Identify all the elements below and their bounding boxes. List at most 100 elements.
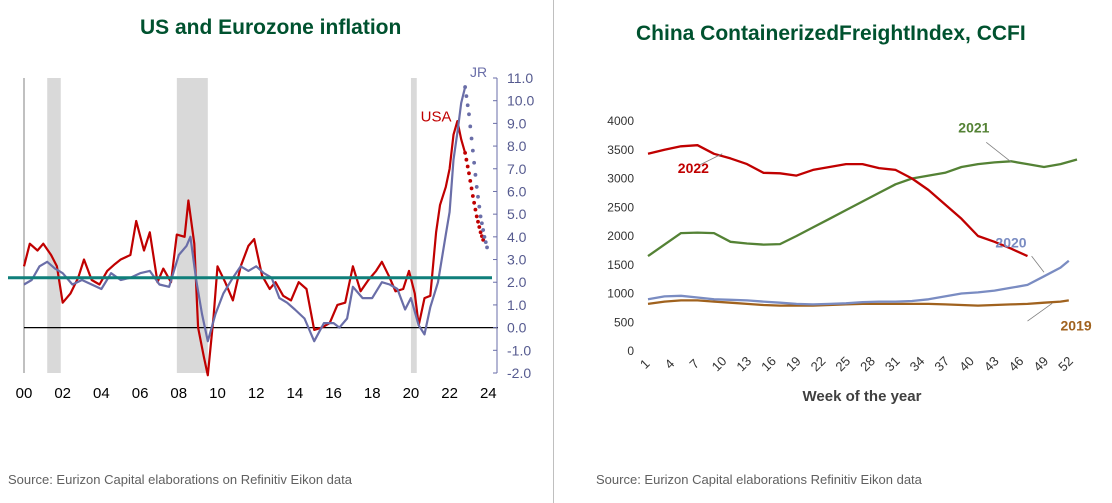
ccfi-chart-title: China ContainerizedFreightIndex, CCFI [636, 22, 1026, 45]
x-tick-label: 04 [93, 385, 110, 402]
forecast-dot-eurozone-forecast [485, 245, 489, 250]
forecast-dot-usa-forecast [465, 164, 470, 169]
series-label-leader-2022 [698, 153, 723, 166]
y-tick-label: 1000 [607, 287, 634, 301]
ccfi-chart-source: Source: Eurizon Capital elaborations Ref… [596, 472, 922, 487]
inflation-chart-source: Source: Eurizon Capital elaborations on … [8, 472, 352, 487]
forecast-dot-eurozone-forecast [482, 234, 487, 239]
x-tick-label: 34 [907, 353, 928, 374]
forecast-dot-eurozone-forecast [465, 103, 470, 108]
y-tick-label: 4.0 [507, 229, 527, 245]
forecast-dot-eurozone-forecast [467, 112, 471, 117]
series-label-leader-2019 [1027, 302, 1053, 322]
x-tick-label: 13 [733, 353, 754, 374]
y-tick-label: 3500 [607, 143, 634, 157]
forecast-dot-usa-forecast [464, 157, 469, 162]
y-tick-label: 6.0 [507, 183, 527, 199]
series-line-eurozone [23, 86, 467, 343]
x-tick-label: 31 [882, 353, 903, 374]
forecast-dot-usa-forecast [468, 178, 473, 183]
forecast-dot-eurozone-forecast [473, 172, 478, 177]
series-label-2022: 2022 [678, 160, 709, 176]
series-label-2020: 2020 [995, 235, 1026, 251]
forecast-dot-usa-forecast [470, 194, 475, 198]
forecast-dot-eurozone-forecast [477, 204, 482, 209]
x-tick-label: 02 [54, 385, 71, 402]
x-tick-label: 24 [480, 385, 497, 402]
x-axis-label: Week of the year [803, 388, 922, 405]
forecast-dot-usa-forecast [474, 214, 479, 219]
forecast-dot-eurozone-forecast [463, 85, 468, 89]
x-tick-label: 10 [709, 353, 730, 374]
x-tick-label: 18 [364, 385, 381, 402]
y-tick-label: 10.0 [507, 93, 534, 109]
y-tick-label: 3.0 [507, 252, 527, 268]
forecast-dot-eurozone-forecast [481, 228, 486, 232]
inflation-chart-svg: 11.0 10.0 9.0 8.0 7.0 6.0 5.0 4.0 3.0 2.0 1.0 0.0 -1… [8, 64, 534, 402]
forecast-dot-usa-forecast [473, 207, 478, 212]
x-tick-label: 20 [403, 385, 420, 402]
forecast-dot-usa-forecast [478, 230, 483, 235]
x-tick-label: 28 [857, 353, 878, 374]
x-tick-label: 10 [209, 385, 226, 402]
x-tick-label: 08 [170, 385, 187, 402]
y-tick-label: -1.0 [507, 342, 531, 358]
y-tick-label: 8.0 [507, 138, 527, 154]
series-line-2021 [647, 158, 1078, 258]
forecast-dot-usa-forecast [481, 237, 486, 242]
y-tick-label: 2500 [607, 200, 634, 214]
series-label-2019: 2019 [1061, 317, 1092, 333]
forecast-dot-usa-forecast [472, 200, 477, 205]
x-tick-label: 49 [1030, 353, 1051, 374]
x-tick-label: 7 [686, 356, 702, 372]
y-tick-label: 9.0 [507, 115, 527, 131]
y-axis-fragment-label: JR [470, 64, 487, 80]
y-tick-label: 11.0 [507, 70, 533, 86]
y-tick-label: 0 [627, 344, 634, 358]
ccfi-chart-panel: China ContainerizedFreightIndex, CCFI 0 5… [556, 0, 1112, 503]
forecast-dot-usa-forecast [477, 225, 482, 229]
x-tick-label: 52 [1055, 353, 1076, 374]
series-line-2019 [647, 299, 1069, 307]
x-tick-label: 43 [981, 353, 1002, 374]
series-line-usa [22, 120, 467, 377]
y-tick-label: 3000 [607, 172, 634, 186]
forecast-dot-eurozone-forecast [476, 194, 480, 199]
y-tick-label: -2.0 [507, 365, 531, 381]
series-label-leader-2020 [1031, 255, 1045, 273]
x-tick-label: 16 [758, 353, 779, 374]
forecast-dot-eurozone-forecast [470, 148, 475, 153]
x-tick-label: 1 [637, 356, 653, 372]
forecast-dot-usa-forecast [469, 186, 474, 191]
y-tick-label: 7.0 [507, 161, 527, 177]
y-tick-label: 4000 [607, 114, 634, 128]
y-tick-label: 0.0 [507, 320, 527, 336]
series-label-usa: USA [421, 108, 452, 125]
y-tick-label: 500 [614, 315, 634, 329]
x-tick-label: 12 [248, 385, 265, 402]
x-tick-label: 16 [325, 385, 342, 402]
forecast-dot-eurozone-forecast [464, 94, 469, 99]
forecast-dot-eurozone-forecast [483, 240, 488, 245]
panel-divider [553, 0, 554, 503]
series-label-2021: 2021 [958, 120, 989, 136]
y-tick-label: 2000 [607, 229, 634, 243]
x-tick-label: 00 [16, 385, 33, 402]
x-tick-label: 19 [783, 353, 804, 374]
x-tick-label: 06 [132, 385, 149, 402]
forecast-dot-usa-forecast [467, 171, 471, 176]
forecast-dot-usa-forecast [463, 150, 468, 155]
forecast-dot-eurozone-forecast [469, 136, 474, 141]
forecast-dot-eurozone-forecast [478, 214, 483, 219]
x-tick-label: 25 [832, 353, 853, 374]
x-tick-label: 14 [287, 385, 304, 402]
series-line-2022 [647, 144, 1028, 258]
inflation-chart-panel: US and Eurozone inflation 11.0 10.0 9.0 8.0… [0, 0, 552, 503]
x-tick-label: 4 [662, 356, 678, 372]
x-tick-label: 22 [441, 385, 458, 402]
series-line-2020 [647, 259, 1070, 306]
forecast-dot-eurozone-forecast [472, 160, 477, 165]
y-tick-label: 1.0 [507, 297, 527, 313]
forecast-dot-eurozone-forecast [479, 221, 484, 226]
